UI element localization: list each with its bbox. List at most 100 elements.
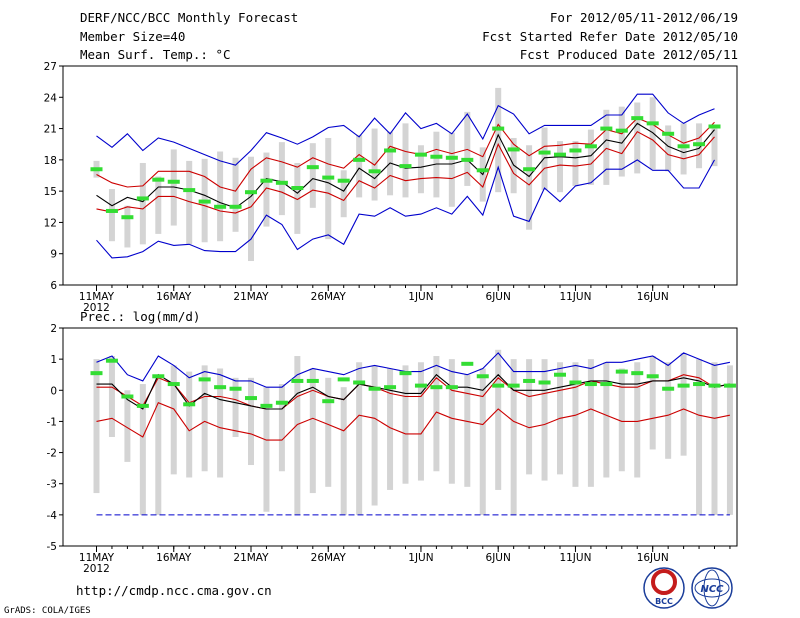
observed-marker <box>384 385 397 390</box>
observed-marker <box>646 374 659 379</box>
observed-marker <box>275 180 288 185</box>
observed-marker <box>105 358 118 363</box>
spread-bar <box>587 359 594 487</box>
x-tick-label: 1JUN <box>408 291 433 303</box>
x-tick-label: 26MAY <box>311 291 347 303</box>
observed-marker <box>538 380 551 385</box>
spread-bar <box>201 365 208 472</box>
x-tick-label: 21MAY <box>233 552 269 564</box>
spread-bar <box>263 152 270 227</box>
ncc-logo-text: NCC <box>700 584 724 595</box>
y-tick-label: 21 <box>44 124 57 136</box>
spread-bar <box>340 170 347 218</box>
observed-marker <box>229 204 242 209</box>
spread-bar <box>325 377 332 487</box>
observed-marker <box>368 169 381 174</box>
spread-bar <box>186 160 193 245</box>
spread-bar <box>325 137 332 240</box>
series-p_low-line <box>96 401 731 441</box>
observed-marker <box>337 178 350 183</box>
spread-bar <box>356 134 363 198</box>
x-tick-label: 11JUN <box>559 291 591 303</box>
spread-bar <box>711 128 718 167</box>
spread-bar <box>572 141 579 186</box>
observed-marker <box>662 386 675 391</box>
precip-panel-label: Prec.: log(mm/d) <box>80 309 200 324</box>
observed-marker <box>600 382 613 387</box>
spread-bar <box>665 362 672 459</box>
x-tick-label: 26MAY <box>311 552 347 564</box>
observed-marker <box>291 186 304 191</box>
spread-bar <box>448 359 455 484</box>
observed-marker <box>584 382 597 387</box>
spread-bar <box>263 387 270 512</box>
observed-marker <box>708 383 721 388</box>
y-tick-label: -2 <box>47 448 57 460</box>
observed-marker <box>430 385 443 390</box>
spread-bar <box>587 129 594 185</box>
spread-bar <box>696 359 703 515</box>
spread-bar <box>557 141 563 193</box>
observed-marker <box>476 374 489 379</box>
observed-marker <box>476 168 489 173</box>
ncc-logo: NCC <box>691 567 733 609</box>
y-tick-label: 24 <box>44 92 58 104</box>
observed-marker <box>90 371 103 376</box>
observed-marker <box>353 380 366 385</box>
spread-bar <box>309 143 316 208</box>
spread-bar <box>603 362 610 478</box>
observed-marker <box>507 147 520 152</box>
observed-marker <box>492 383 505 388</box>
observed-marker <box>121 394 134 399</box>
observed-marker <box>90 167 103 172</box>
observed-marker <box>368 386 381 391</box>
spread-bar <box>108 356 115 437</box>
ncc-logo-disc <box>691 567 733 609</box>
ncc-logo-globe <box>694 578 730 598</box>
spread-bar <box>464 374 471 487</box>
spread-bar <box>217 151 224 242</box>
x-tick-label: 16JUN <box>637 291 669 303</box>
x-tick-label: 6JUN <box>486 291 511 303</box>
observed-marker <box>214 204 227 209</box>
y-tick-label: 6 <box>50 280 57 292</box>
series-max-line <box>96 352 731 388</box>
observed-marker <box>492 126 505 131</box>
observed-marker <box>167 382 180 387</box>
y-tick-label: 1 <box>50 354 57 366</box>
spread-bar <box>124 205 131 248</box>
observed-marker <box>569 380 582 385</box>
spread-bar <box>417 362 424 481</box>
observed-marker <box>554 152 566 157</box>
produced-date: Fcst Produced Date 2012/05/11 <box>519 47 738 62</box>
observed-marker <box>229 386 242 391</box>
observed-marker <box>523 378 536 383</box>
spread-bar <box>603 109 610 185</box>
spread-bar <box>139 384 146 515</box>
spread-bar <box>510 359 517 515</box>
spread-bar <box>340 387 347 515</box>
observed-marker <box>615 369 628 374</box>
observed-marker <box>322 175 335 180</box>
source-url[interactable]: http://cmdp.ncc.cma.gov.cn <box>76 583 272 598</box>
observed-marker <box>121 215 134 220</box>
x-tick-label: 16MAY <box>156 552 192 564</box>
observed-marker <box>677 144 690 149</box>
spread-bar <box>618 368 625 472</box>
observed-marker <box>275 400 288 405</box>
spread-bar <box>309 368 316 494</box>
temp-panel-label: Mean Surf. Temp.: °C <box>80 47 231 62</box>
spread-bar <box>479 368 486 515</box>
observed-marker <box>584 144 597 149</box>
observed-marker <box>708 124 721 129</box>
observed-marker <box>105 208 118 213</box>
y-tick-label: 18 <box>44 155 57 167</box>
observed-marker <box>337 377 350 382</box>
observed-marker <box>646 121 659 126</box>
observed-marker <box>198 199 211 204</box>
observed-marker <box>461 361 474 366</box>
observed-marker <box>306 165 319 170</box>
plot-frame <box>62 65 738 286</box>
